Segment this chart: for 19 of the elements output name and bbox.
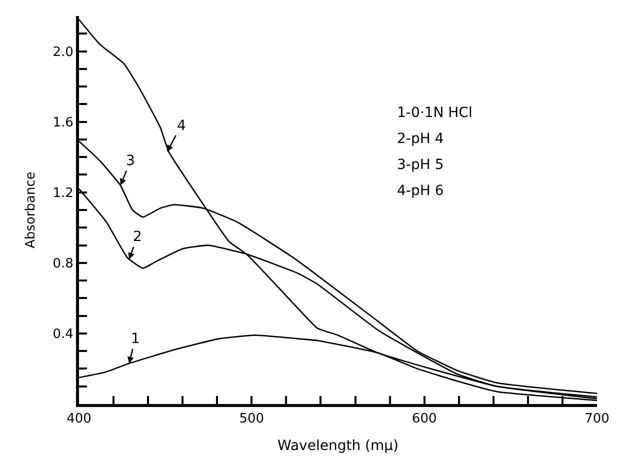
x-tick-label: 500 xyxy=(239,412,264,427)
annotation: 2 xyxy=(133,229,142,245)
annotation: 1-0·1N HCl xyxy=(397,105,472,121)
y-tick-label: 2.0 xyxy=(52,44,74,60)
y-tick-label: 1.6 xyxy=(52,115,74,130)
y-tick-label: 0.4 xyxy=(52,327,74,342)
y-axis-title: Absorbance xyxy=(24,172,39,248)
x-tick-label: 600 xyxy=(412,412,437,427)
x-axis-title: Wavelength (mμ) xyxy=(278,438,398,454)
x-tick-label: 700 xyxy=(584,412,610,427)
annotation: 3 xyxy=(126,153,135,169)
annotation: 2-pH 4 xyxy=(397,131,444,147)
y-tick-label: 1.2 xyxy=(52,186,74,201)
annotation: 1 xyxy=(131,331,140,347)
annotation: 3-pH 5 xyxy=(397,157,444,173)
x-tick-label: 400 xyxy=(66,412,92,427)
annotation: 4-pH 6 xyxy=(397,183,444,199)
y-tick-label: 0.8 xyxy=(52,256,74,272)
annotation: 4 xyxy=(177,118,186,134)
